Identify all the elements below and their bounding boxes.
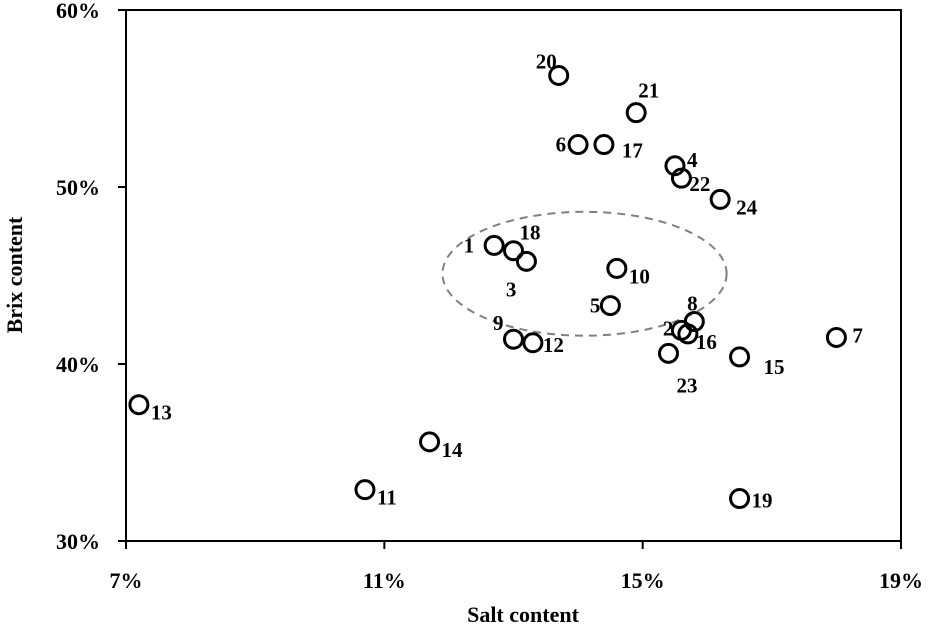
point-label-3: 3 [506,277,517,301]
data-point-9 [503,328,524,350]
data-point-5 [599,295,621,317]
y-tick-label: 60% [56,0,100,23]
x-axis-title: Salt content [467,602,580,627]
data-point-24 [709,188,731,210]
point-label-1: 1 [464,233,475,257]
y-axis-ticks: 30% 40% 50% 60% [56,0,126,554]
point-label-11: 11 [377,486,397,510]
y-tick-label: 40% [56,352,100,377]
data-point-8 [683,311,705,333]
data-point-6 [567,134,589,156]
data-point-23 [658,342,679,364]
point-label-13: 13 [151,401,172,425]
data-point-15 [729,346,751,368]
point-label-10: 10 [629,264,650,288]
point-label-22: 22 [689,172,710,196]
point-label-8: 8 [687,292,698,316]
point-label-9: 9 [493,311,504,335]
data-point-13 [128,394,150,416]
x-tick-label: 11% [363,568,406,593]
data-point-14 [419,431,441,453]
y-tick-label: 50% [56,175,100,200]
cluster-ellipse [441,210,728,337]
point-label-19: 19 [752,489,773,513]
point-label-5: 5 [590,294,601,318]
point-label-15: 15 [764,355,785,379]
data-point-18 [503,240,524,262]
data-point-17 [593,134,615,156]
y-axis-title: Brix content [2,216,27,333]
data-points [128,64,847,510]
data-point-1 [483,234,505,256]
x-tick-label: 19% [879,568,923,593]
data-point-11 [354,479,376,501]
data-point-20 [548,64,570,86]
point-label-6: 6 [556,133,567,157]
data-point-16 [677,323,699,345]
point-label-21: 21 [638,79,659,103]
data-point-12 [522,332,544,354]
data-point-7 [825,326,847,348]
data-point-3 [515,250,537,272]
plot-area-border [125,9,902,542]
data-point-22 [670,167,692,189]
point-label-24: 24 [736,195,758,219]
point-label-18: 18 [520,221,541,245]
data-point-21 [625,102,647,124]
point-label-7: 7 [852,323,863,347]
point-label-23: 23 [677,373,698,397]
x-tick-label: 7% [110,568,143,593]
point-label-2: 2 [663,316,674,340]
point-label-12: 12 [543,333,564,357]
x-tick-label: 15% [621,568,665,593]
point-label-17: 17 [622,139,643,163]
y-tick-label: 30% [56,529,100,554]
data-point-10 [606,257,628,279]
x-axis-ticks: 7% 11% 15% 19% [110,541,923,593]
data-point-19 [729,488,751,510]
point-label-20: 20 [536,49,557,73]
data-point-4 [664,155,686,177]
point-label-4: 4 [687,148,698,172]
point-label-16: 16 [696,330,717,354]
annotations [441,210,728,337]
point-label-14: 14 [442,438,464,462]
